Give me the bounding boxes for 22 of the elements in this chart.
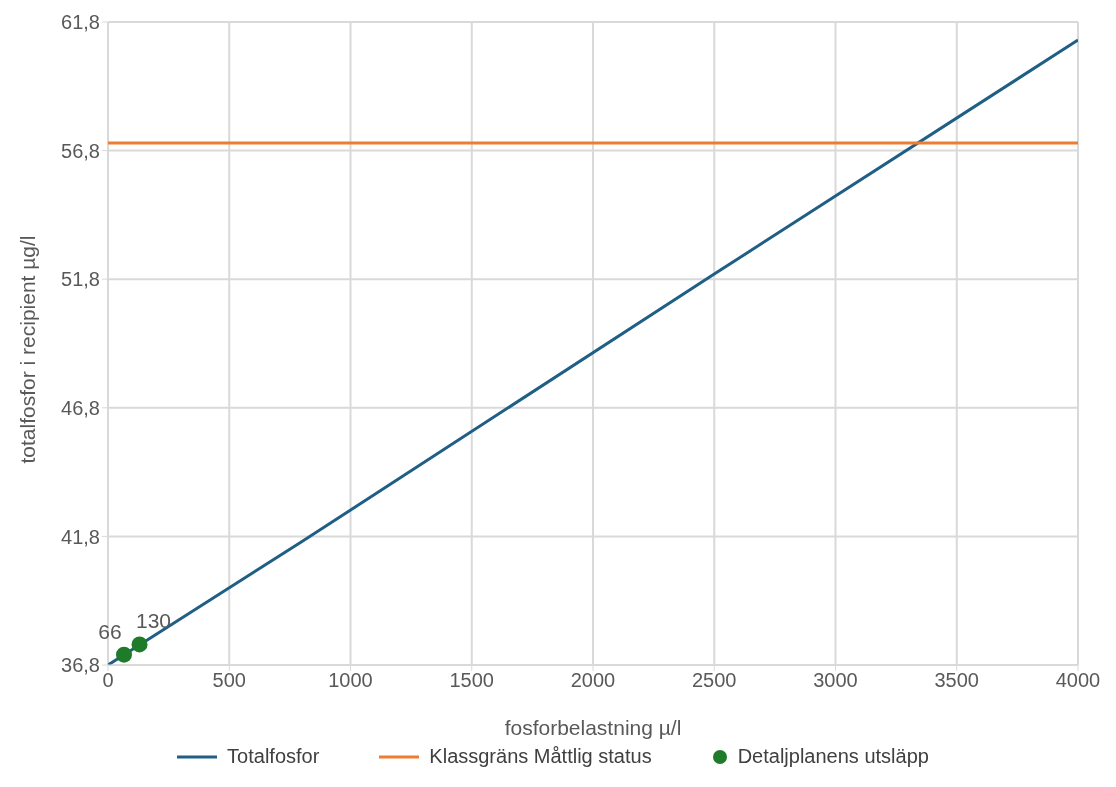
x-tick-label: 1000 (328, 669, 373, 692)
legend-label: Klassgräns Måttlig status (429, 745, 652, 768)
y-tick-label: 41,8 (61, 525, 100, 548)
annotation: 66 (98, 619, 122, 643)
x-tick-label: 2000 (570, 669, 616, 692)
x-tick-label: 2500 (692, 669, 737, 692)
y-axis-title: totalfosfor i recipient µg/l (16, 235, 40, 464)
annotation: 130 (136, 609, 172, 633)
legend-label: Detaljplanens utsläpp (737, 745, 929, 768)
x-tick-label: 500 (212, 669, 246, 692)
y-tick-label: 51,8 (61, 268, 100, 291)
x-tick-label: 3000 (813, 669, 858, 692)
x-tick-label: 0 (102, 669, 114, 692)
y-tick-label: 36,8 (61, 654, 100, 677)
legend-label: Totalfosfor (227, 745, 320, 768)
x-tick-label: 3500 (934, 669, 979, 692)
y-tick-label: 56,8 (61, 139, 100, 162)
y-tick-label: 46,8 (61, 396, 100, 419)
x-tick-label: 4000 (1055, 669, 1101, 692)
x-axis-title: fosforbelastning µ/l (504, 716, 682, 739)
y-tick-label: 61,8 (61, 11, 100, 34)
x-tick-label: 1500 (449, 669, 494, 692)
